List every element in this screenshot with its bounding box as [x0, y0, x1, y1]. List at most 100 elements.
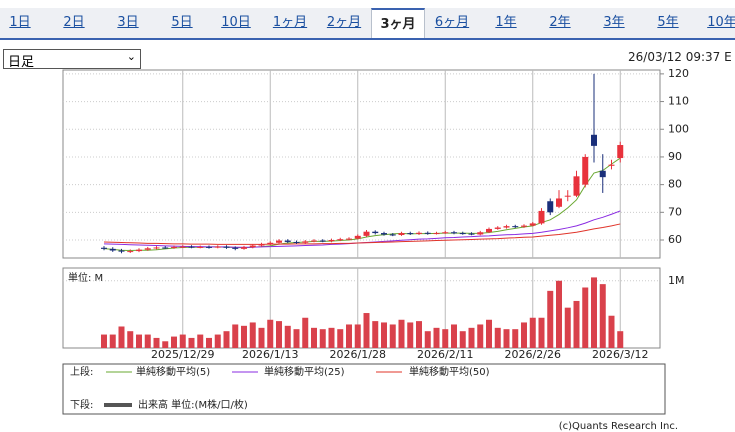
period-tab[interactable]: 1年: [495, 15, 517, 30]
volume-bar: [153, 337, 160, 348]
volume-bar: [372, 321, 379, 348]
candle-body: [459, 233, 466, 235]
volume-bar: [276, 321, 282, 348]
volume-bar: [617, 331, 624, 348]
legend-label: 単純移動平均(5): [136, 365, 210, 378]
period-tab[interactable]: 1ヶ月: [272, 15, 308, 30]
legend-lower: 下段:: [70, 398, 93, 411]
volume-bar: [249, 322, 256, 348]
volume-bar: [267, 319, 274, 348]
candle-body: [424, 232, 431, 234]
volume-bar: [311, 327, 317, 348]
volume-bar: [206, 337, 212, 348]
x-tick-label: 2026/3/12: [592, 348, 648, 361]
candle-body: [328, 240, 335, 242]
volume-bar: [354, 324, 361, 348]
volume-bar: [197, 334, 204, 348]
candle-body: [118, 250, 125, 252]
volume-bar: [162, 341, 169, 348]
candle-body: [468, 233, 475, 235]
volume-bar: [118, 326, 125, 348]
volume-bar: [302, 317, 309, 348]
volume-bar: [468, 327, 475, 348]
candle-body: [582, 156, 589, 185]
volume-bar: [398, 319, 405, 348]
candle-body: [214, 246, 221, 248]
volume-bar: [407, 322, 414, 348]
volume-bar: [556, 280, 562, 348]
period-tab[interactable]: 10年: [707, 15, 735, 30]
candle-body: [477, 232, 484, 235]
y-tick-label: 120: [668, 67, 689, 80]
candle-body: [232, 247, 239, 249]
candle-body: [547, 201, 554, 213]
y-tick-label: 1M: [668, 274, 685, 287]
candle-body: [284, 240, 291, 242]
volume-bar: [136, 334, 142, 348]
candle-body: [556, 198, 562, 207]
volume-bar: [319, 329, 326, 348]
period-tab[interactable]: 5日: [171, 15, 193, 30]
candle-body: [311, 240, 317, 242]
period-tab[interactable]: 1日: [9, 15, 31, 30]
volume-bar: [284, 325, 291, 348]
period-tab[interactable]: 5年: [657, 15, 679, 30]
x-tick-label: 2026/1/13: [242, 348, 298, 361]
volume-bar: [381, 322, 387, 348]
volume-bar: [258, 327, 265, 348]
volume-bar: [486, 319, 492, 348]
volume-bar: [494, 327, 501, 348]
volume-bar: [101, 334, 107, 348]
period-tab[interactable]: 2年: [549, 15, 571, 30]
candle-body: [346, 238, 352, 240]
legend-label: 単純移動平均(25): [264, 365, 345, 378]
candle-body: [293, 241, 300, 243]
period-tab[interactable]: 3ヶ月: [371, 8, 425, 38]
legend-upper: 上段:: [70, 365, 93, 378]
period-tab[interactable]: 3日: [117, 15, 139, 30]
volume-bar: [582, 287, 589, 348]
candle-body: [319, 240, 326, 242]
candle-body: [407, 233, 414, 235]
period-tab[interactable]: 3年: [603, 15, 625, 30]
legend-label: 出来高 単位:(M株/口/枚): [138, 398, 248, 411]
volume-bar: [547, 290, 554, 348]
volume-bar: [346, 324, 352, 348]
candle-body: [503, 226, 510, 228]
volume-bar: [214, 334, 221, 348]
legend-label: 単純移動平均(50): [409, 365, 490, 378]
candle-body: [197, 246, 204, 248]
volume-bar: [608, 315, 615, 348]
period-tab[interactable]: 2ヶ月: [326, 15, 362, 30]
candle-body: [591, 134, 597, 146]
candle-body: [599, 170, 606, 178]
y-tick-label: 90: [668, 150, 682, 163]
candle-body: [302, 241, 309, 243]
candle-body: [171, 246, 177, 248]
candle-body: [258, 244, 265, 246]
period-select[interactable]: 日足 ⌄: [3, 49, 141, 70]
y-tick-label: 80: [668, 178, 682, 191]
candle-body: [538, 210, 545, 224]
y-tick-label: 110: [668, 95, 689, 108]
volume-bar: [171, 336, 177, 348]
candle-body: [223, 246, 230, 248]
candle-body: [372, 231, 379, 234]
candle-body: [162, 247, 169, 249]
volume-bar: [127, 331, 134, 348]
period-tab[interactable]: 6ヶ月: [434, 15, 470, 30]
timestamp: 26/03/12 09:37 E: [628, 50, 732, 64]
period-tab[interactable]: 2日: [63, 15, 85, 30]
price-panel: [62, 69, 661, 259]
candle-body: [521, 225, 527, 227]
legend-box: [62, 363, 666, 415]
period-tabs: 1日 2日 3日 5日 10日 1ヶ月 2ヶ月 3ヶ月 6ヶ月 1年 2年 3年 5年 10年: [0, 8, 735, 40]
candle-body: [206, 246, 212, 248]
volume-bar: [223, 331, 230, 348]
volume-bar: [416, 321, 422, 348]
candle-body: [101, 247, 107, 249]
candle-body: [564, 195, 571, 197]
candle-body: [188, 246, 195, 248]
period-tab[interactable]: 10日: [221, 15, 251, 30]
